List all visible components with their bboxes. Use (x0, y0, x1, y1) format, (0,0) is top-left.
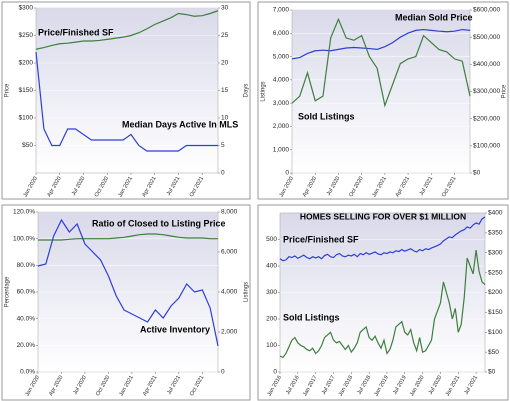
y2-tick-label: $150 (488, 309, 503, 316)
y2-axis-label: Price (502, 84, 508, 98)
y2-tick-label: $50 (488, 349, 499, 356)
y2-tick-label: 25 (221, 32, 229, 39)
y2-tick-label: $300 (488, 249, 503, 256)
y-tick-label: 20.0% (17, 342, 36, 349)
y2-tick-label: $100 (488, 329, 503, 336)
y2-tick-label: $0 (488, 369, 496, 376)
series-annotation: Active Inventory (140, 324, 210, 334)
series-line (279, 250, 486, 359)
y2-tick-label: $200 (488, 289, 503, 296)
y-tick-label: 80.0% (17, 262, 36, 269)
y-tick-label: 6,000 (273, 30, 290, 37)
y-tick-label: $300 (19, 5, 34, 12)
y2-tick-label: 15 (221, 87, 229, 94)
y2-tick-label: 2,000 (221, 329, 238, 336)
y-tick-label: 100.0% (13, 235, 35, 242)
y-tick-label: 7,000 (273, 7, 290, 14)
y2-tick-label: 30 (221, 5, 229, 12)
series-line (37, 218, 219, 347)
y-tick-label: 300 (266, 289, 277, 296)
y-tick-label: 200 (266, 316, 277, 323)
y-tick-label: 1,000 (273, 146, 290, 153)
series-line (279, 216, 486, 262)
y2-tick-label: $600,000 (473, 7, 500, 14)
y-tick-label: 60.0% (17, 289, 36, 296)
plot-area (291, 9, 471, 174)
y2-tick-label: 0 (221, 170, 225, 177)
y2-tick-label: 8,000 (221, 209, 238, 216)
y2-tick-label: $400,000 (473, 61, 500, 68)
y-tick-label: 0.0% (20, 369, 35, 376)
y2-tick-label: 10 (221, 115, 229, 122)
series-annotation: Median Days Active In MLS (122, 119, 238, 129)
y2-axis-label: Days (244, 84, 250, 98)
y-axis-label: Percentage (5, 276, 11, 307)
y-tick-label: 3,000 (273, 100, 290, 107)
y-tick-label: 0 (273, 369, 277, 376)
y-tick-label: 40.0% (17, 315, 36, 322)
y-tick-label: $150 (19, 87, 34, 94)
y2-tick-label: 0 (221, 369, 225, 376)
y-tick-label: 2,000 (273, 123, 290, 130)
series-line (291, 28, 471, 60)
y2-tick-label: $100,000 (473, 143, 500, 150)
y2-tick-label: 6,000 (221, 249, 238, 256)
y2-tick-label: $300,000 (473, 88, 500, 95)
series-annotation: Median Sold Price (395, 12, 473, 22)
y2-tick-label: $400 (488, 210, 503, 217)
y-tick-label: $250 (19, 32, 34, 39)
y-axis-label: Price (5, 83, 11, 97)
series-line (291, 17, 471, 108)
chart-title: HOMES SELLING FOR OVER $1 MILLION (300, 211, 466, 221)
series-annotation: Sold Listings (298, 111, 355, 121)
y2-axis-label: Listings (244, 282, 250, 302)
y2-tick-label: 20 (221, 60, 229, 67)
y2-tick-label: $250 (488, 269, 503, 276)
series-line (35, 10, 219, 50)
y-tick-label: 100 (266, 342, 277, 349)
y2-tick-label: $350 (488, 230, 503, 237)
series-annotation: Ratio of Closed to Listing Price (92, 218, 226, 228)
y-tick-label: $200 (19, 60, 34, 67)
y2-tick-label: $0 (473, 170, 481, 177)
series-annotation: Sold Listings (283, 312, 340, 322)
y-tick-label: 4,000 (273, 77, 290, 84)
y-tick-label: 5,000 (273, 53, 290, 60)
series-annotation: Price/Finished SF (38, 27, 114, 37)
y-tick-label: 0 (285, 170, 289, 177)
y2-tick-label: $500,000 (473, 34, 500, 41)
y-tick-label: $50 (22, 142, 33, 149)
series-line (38, 233, 218, 241)
y2-tick-label: 5 (221, 142, 225, 149)
y-tick-label: 400 (266, 263, 277, 270)
y2-tick-label: 4,000 (221, 289, 238, 296)
series-annotation: Price/Finished SF (283, 234, 359, 244)
y-tick-label: 500 (266, 236, 277, 243)
y-tick-label: $100 (19, 115, 34, 122)
y2-tick-label: $200,000 (473, 115, 500, 122)
y-tick-label: 120.0% (13, 209, 35, 216)
y-axis-label: Listings (261, 81, 267, 101)
series-line (35, 51, 218, 152)
